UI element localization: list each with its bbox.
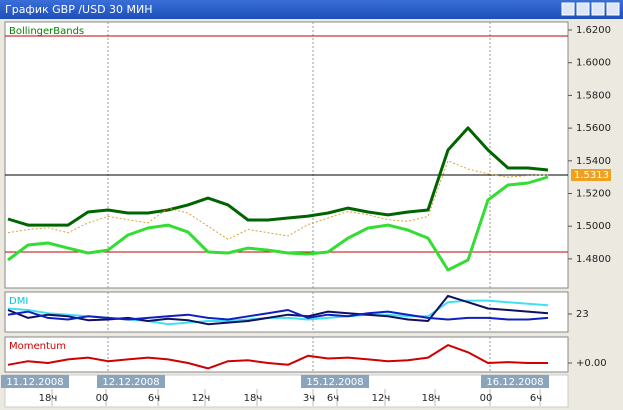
last-price-label: 1.5313 [574, 170, 609, 181]
button[interactable] [591, 2, 605, 16]
y-tick-label: 23 [576, 309, 589, 320]
date-box [1, 375, 69, 388]
x-tick-label: 12ч [192, 393, 211, 404]
panel [4, 21, 569, 289]
last-price-box [571, 169, 611, 182]
date-label: 12.12.2008 [102, 377, 159, 388]
panel-title: BollingerBands [9, 26, 84, 37]
x-tick-label: 6ч [530, 393, 542, 404]
series-line [7, 126, 549, 227]
y-tick-label: 1.5000 [576, 221, 611, 232]
y-tick-label: 1.5800 [576, 90, 611, 101]
date-box [301, 375, 369, 388]
y-tick-label: 1.5200 [576, 189, 611, 200]
x-tick-label: 18ч [422, 393, 441, 404]
x-tick-label: 18ч [39, 393, 58, 404]
title-bar [0, 0, 623, 19]
series-line [7, 309, 549, 321]
window-title: График GBP /USD 30 МИН [5, 3, 153, 16]
date-box [97, 375, 165, 388]
time-axis [4, 374, 569, 408]
window-buttons[interactable] [561, 2, 620, 16]
y-tick-label: 1.5400 [576, 156, 611, 167]
x-tick-label: 18ч [244, 393, 263, 404]
x-tick-label: 3ч [303, 393, 315, 404]
y-tick-label: 1.5600 [576, 123, 611, 134]
x-tick-label: 6ч [327, 393, 339, 404]
panel-title: DMI [9, 296, 28, 307]
x-tick-label: 12ч [372, 393, 391, 404]
y-tick-label: 1.6200 [576, 25, 611, 36]
date-label: 11.12.2008 [6, 377, 63, 388]
y-tick-label: +0.00 [576, 358, 607, 369]
button[interactable] [606, 2, 620, 16]
x-tick-label: 00 [480, 393, 493, 404]
series-line [7, 294, 549, 326]
series-line [7, 160, 549, 240]
y-tick-label: 1.4800 [576, 254, 611, 265]
button[interactable] [576, 2, 590, 16]
panel-title: Momentum [9, 341, 66, 352]
x-tick-label: 00 [96, 393, 109, 404]
panel [4, 336, 569, 373]
y-tick-label: 1.6000 [576, 58, 611, 69]
date-label: 16.12.2008 [486, 377, 543, 388]
series-line [7, 175, 549, 272]
panel [4, 291, 569, 333]
date-box [481, 375, 549, 388]
date-label: 15.12.2008 [306, 377, 363, 388]
x-tick-label: 6ч [148, 393, 160, 404]
button[interactable] [561, 2, 575, 16]
series-line [7, 344, 548, 370]
